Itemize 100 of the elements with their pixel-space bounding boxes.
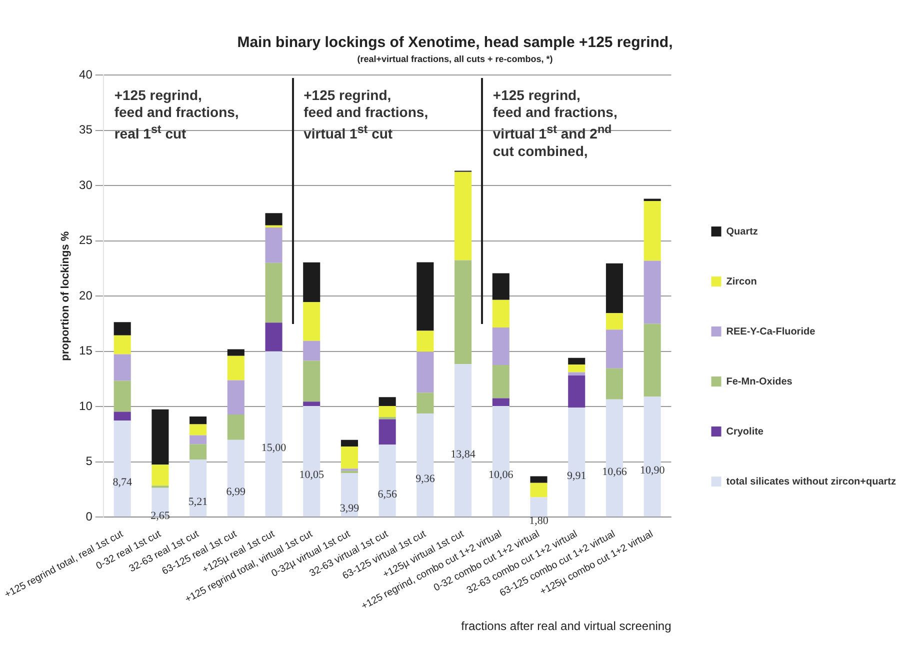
bar — [492, 327, 510, 366]
data-label: 10,90 — [640, 464, 666, 477]
bar — [227, 440, 244, 517]
data-label: 5,21 — [188, 496, 208, 508]
bar — [378, 397, 396, 406]
bar — [227, 414, 244, 440]
bar — [568, 364, 586, 372]
bar — [606, 263, 623, 314]
bar — [492, 398, 510, 406]
bar — [606, 330, 623, 368]
bar — [492, 365, 510, 398]
legend-label: REE-Y-Ca-Fluoride — [726, 326, 816, 338]
data-label: 3,99 — [340, 502, 360, 515]
bar — [378, 406, 396, 418]
bar — [152, 464, 169, 486]
bar — [416, 414, 434, 517]
bar — [340, 446, 358, 469]
chart-subtitle: (real+virtual fractions, all cuts + re-combos, *) — [356, 54, 554, 64]
y-tick-label: 10 — [79, 398, 93, 413]
bar — [190, 444, 207, 460]
bar — [190, 435, 207, 444]
bar — [340, 470, 358, 474]
data-label: 13,84 — [450, 448, 476, 460]
legend-label: Zircon — [726, 276, 757, 288]
bar — [227, 349, 244, 356]
y-tick-label: 40 — [79, 67, 93, 82]
bar — [303, 402, 320, 406]
bar — [568, 372, 586, 376]
bar — [606, 313, 623, 330]
bar — [265, 262, 282, 323]
chart-title: Main binary lockings of Xenotime, head sample +125 regrind, — [236, 34, 674, 51]
bar — [416, 262, 434, 331]
bar — [568, 408, 586, 517]
bar — [530, 482, 548, 498]
bar — [340, 440, 358, 447]
y-tick-label: 0 — [86, 509, 93, 524]
bar — [644, 201, 661, 261]
bar — [492, 273, 510, 300]
y-tick-label: 30 — [79, 178, 93, 192]
data-label: 6,99 — [226, 486, 246, 498]
legend-label: Fe-Mn-Oxides — [726, 376, 793, 388]
legend-label: total silicates without zircon+quartz — [726, 476, 896, 488]
bar — [114, 322, 131, 336]
legend-label: Quartz — [726, 226, 758, 238]
bar — [644, 198, 661, 202]
x-axis-title: fractions after real and virtual screening — [461, 619, 672, 634]
bar — [114, 412, 131, 421]
bar — [492, 300, 510, 328]
bar — [114, 380, 131, 412]
y-tick-label: 25 — [79, 233, 93, 248]
bar — [265, 213, 282, 226]
bar — [190, 460, 207, 517]
bar — [265, 322, 282, 352]
y-tick-label: 20 — [79, 288, 93, 302]
annotation: +125 regrind, feed and fractions, virtual 1$^{st}$ and 2$^{nd}$ cut combined, — [492, 87, 618, 160]
legend-label: Cryolite — [726, 426, 764, 438]
y-tick-label: 15 — [79, 344, 93, 358]
annotation: +125 regrind, feed and fractions, virtual 1$^{st}$ cut — [304, 87, 428, 143]
data-label: 1,80 — [529, 514, 549, 527]
bar — [303, 262, 320, 302]
bar — [416, 392, 434, 414]
bar — [114, 420, 131, 517]
bar — [190, 424, 207, 436]
data-label: 10,06 — [488, 469, 514, 482]
annotation: +125 regrind, feed and fractions, real 1$^{st}$ cut — [114, 87, 239, 143]
bar — [303, 360, 320, 402]
bar — [114, 354, 131, 381]
data-label: 10,05 — [299, 469, 324, 482]
bar — [114, 335, 131, 354]
bar — [454, 260, 472, 364]
bar — [303, 302, 320, 341]
bar — [644, 324, 661, 397]
bar — [227, 356, 244, 380]
data-label: 8,74 — [112, 476, 132, 488]
bar — [644, 260, 661, 324]
bar — [265, 225, 282, 228]
bar — [190, 416, 207, 424]
bar — [416, 352, 434, 393]
data-label: 2,65 — [150, 510, 170, 522]
y-axis-title: proportion of lockings % — [60, 231, 72, 361]
bar — [606, 368, 623, 400]
y-tick-label: 35 — [79, 122, 93, 137]
bar — [378, 419, 396, 445]
bar — [530, 497, 548, 517]
data-label: 9,91 — [566, 470, 586, 482]
y-tick-label: 5 — [86, 454, 93, 468]
bar — [340, 473, 358, 517]
data-label: 15,00 — [261, 442, 287, 454]
bar — [152, 409, 169, 465]
bar — [530, 476, 548, 483]
data-label: 9,36 — [416, 473, 436, 486]
bar — [454, 172, 472, 260]
bar — [416, 330, 434, 352]
bar — [227, 380, 244, 414]
data-label: 10,66 — [602, 466, 628, 478]
bar — [378, 444, 396, 517]
bar — [265, 228, 282, 263]
bar — [568, 376, 586, 408]
bar — [303, 340, 320, 361]
bar — [568, 358, 586, 364]
